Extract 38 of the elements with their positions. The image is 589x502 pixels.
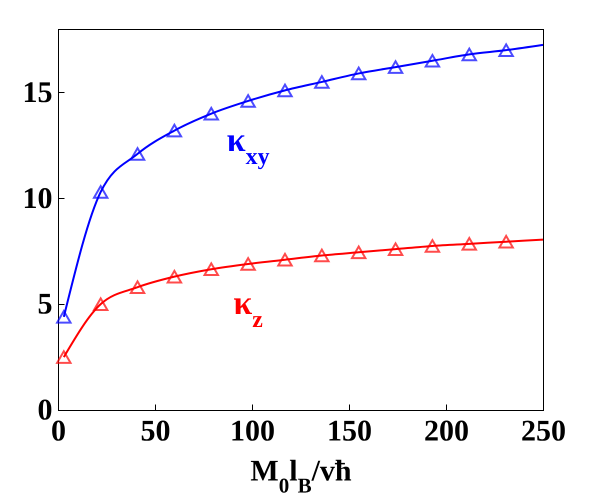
- y-tick-label: 15: [22, 76, 52, 109]
- point: [92, 297, 108, 311]
- x-tick-label: 100: [230, 414, 275, 448]
- point: [277, 252, 293, 267]
- point: [350, 246, 366, 260]
- point: [130, 147, 146, 161]
- point: [350, 66, 366, 80]
- point: [388, 242, 404, 256]
- point: [462, 237, 477, 251]
- point: [56, 310, 72, 324]
- point: [498, 234, 514, 249]
- point: [277, 84, 293, 98]
- point: [166, 124, 182, 138]
- point: [314, 248, 330, 262]
- point: [498, 43, 514, 57]
- point: [92, 185, 108, 199]
- point: [240, 257, 256, 271]
- x-tick-label: 200: [424, 414, 469, 448]
- point: [204, 106, 219, 120]
- x-tick-label: 50: [140, 414, 170, 448]
- point: [424, 54, 440, 68]
- y-tick-label: 0: [38, 394, 52, 426]
- point: [166, 270, 182, 284]
- x-tick-label: 250: [521, 414, 566, 448]
- point: [56, 350, 72, 364]
- point: [462, 48, 477, 62]
- y-tick-label: 10: [22, 182, 52, 215]
- y-tick-label: 5: [38, 288, 52, 321]
- series-label: κ$_{xy}$: [226, 122, 270, 170]
- x-axis-title: M$_{0}$l$_{B}$/vħ: [250, 454, 352, 498]
- x-tick-label: 150: [327, 414, 372, 448]
- point: [314, 75, 330, 89]
- series-label: κ$_{z}$: [233, 284, 264, 333]
- point: [424, 239, 440, 253]
- point: [204, 262, 219, 276]
- point: [240, 94, 256, 108]
- point: [388, 60, 404, 74]
- point: [130, 280, 146, 294]
